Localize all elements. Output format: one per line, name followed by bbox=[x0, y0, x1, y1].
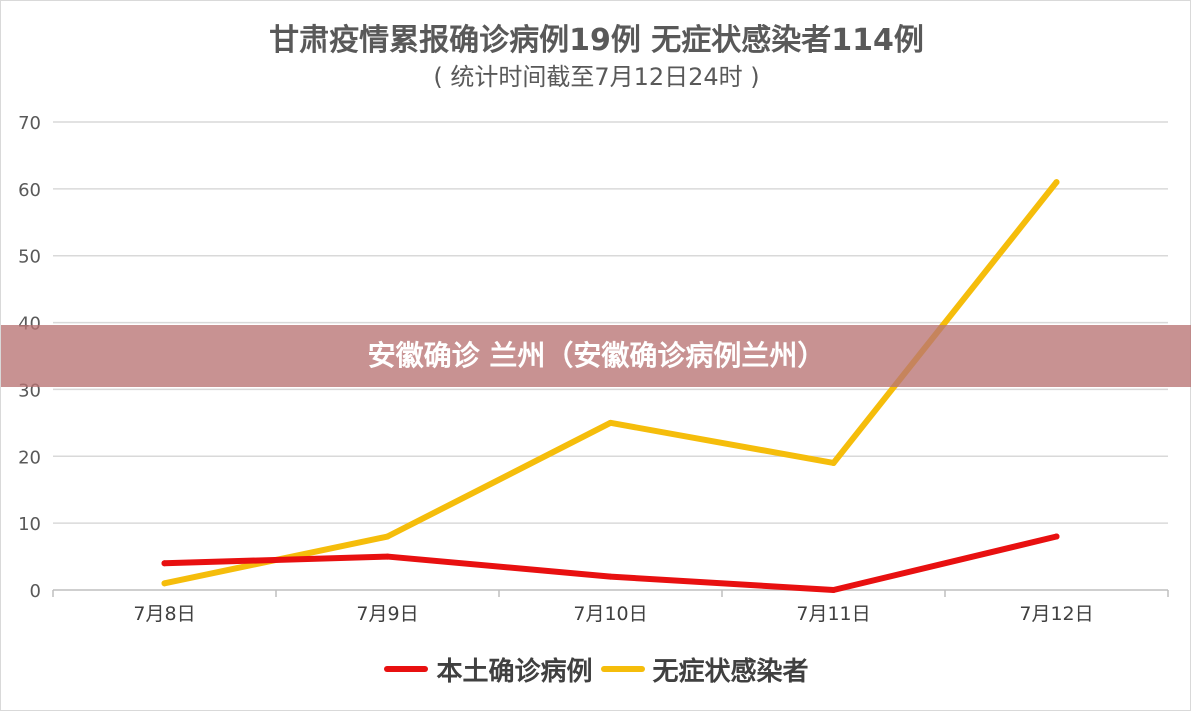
x-tick-label: 7月12日 bbox=[1019, 603, 1093, 625]
overlay-banner-text: 安徽确诊 兰州（安徽确诊病例兰州） bbox=[367, 339, 826, 372]
data-point bbox=[607, 573, 614, 580]
legend-swatch-asymptomatic bbox=[600, 666, 645, 672]
data-point bbox=[830, 587, 837, 593]
data-point bbox=[1053, 533, 1060, 540]
data-point bbox=[384, 553, 391, 560]
legend-item-confirmed: 本土确诊病例 bbox=[384, 651, 593, 688]
x-tick-label: 7月11日 bbox=[796, 603, 870, 625]
legend-item-asymptomatic: 无症状感染者 bbox=[600, 651, 809, 688]
data-point bbox=[607, 419, 614, 426]
y-tick-label: 10 bbox=[18, 514, 41, 535]
y-tick-label: 50 bbox=[18, 247, 41, 268]
data-point bbox=[830, 459, 837, 466]
overlay-banner: 安徽确诊 兰州（安徽确诊病例兰州） bbox=[1, 325, 1191, 387]
legend-label-asymptomatic: 无症状感染者 bbox=[652, 656, 809, 687]
data-point bbox=[161, 580, 168, 587]
x-tick-label: 7月9日 bbox=[356, 603, 418, 625]
chart-subtitle: ( 统计时间截至7月12日24时 ) bbox=[433, 63, 760, 91]
y-tick-label: 0 bbox=[30, 581, 41, 602]
y-tick-label: 20 bbox=[18, 447, 41, 468]
data-point bbox=[161, 560, 168, 567]
legend-swatch-confirmed bbox=[384, 666, 429, 672]
series-line-confirmed bbox=[161, 533, 1060, 593]
x-tick-label: 7月8日 bbox=[133, 603, 195, 625]
data-point bbox=[1053, 179, 1060, 186]
legend-label-confirmed: 本土确诊病例 bbox=[436, 656, 593, 687]
data-point bbox=[384, 533, 391, 540]
chart-legend: 本土确诊病例 无症状感染者 bbox=[1, 651, 1191, 687]
y-tick-label: 70 bbox=[18, 113, 41, 134]
y-tick-label: 60 bbox=[18, 180, 41, 201]
x-tick-label: 7月10日 bbox=[573, 603, 647, 625]
chart-title: 甘肃疫情累报确诊病例19例 无症状感染者114例 bbox=[269, 23, 924, 58]
